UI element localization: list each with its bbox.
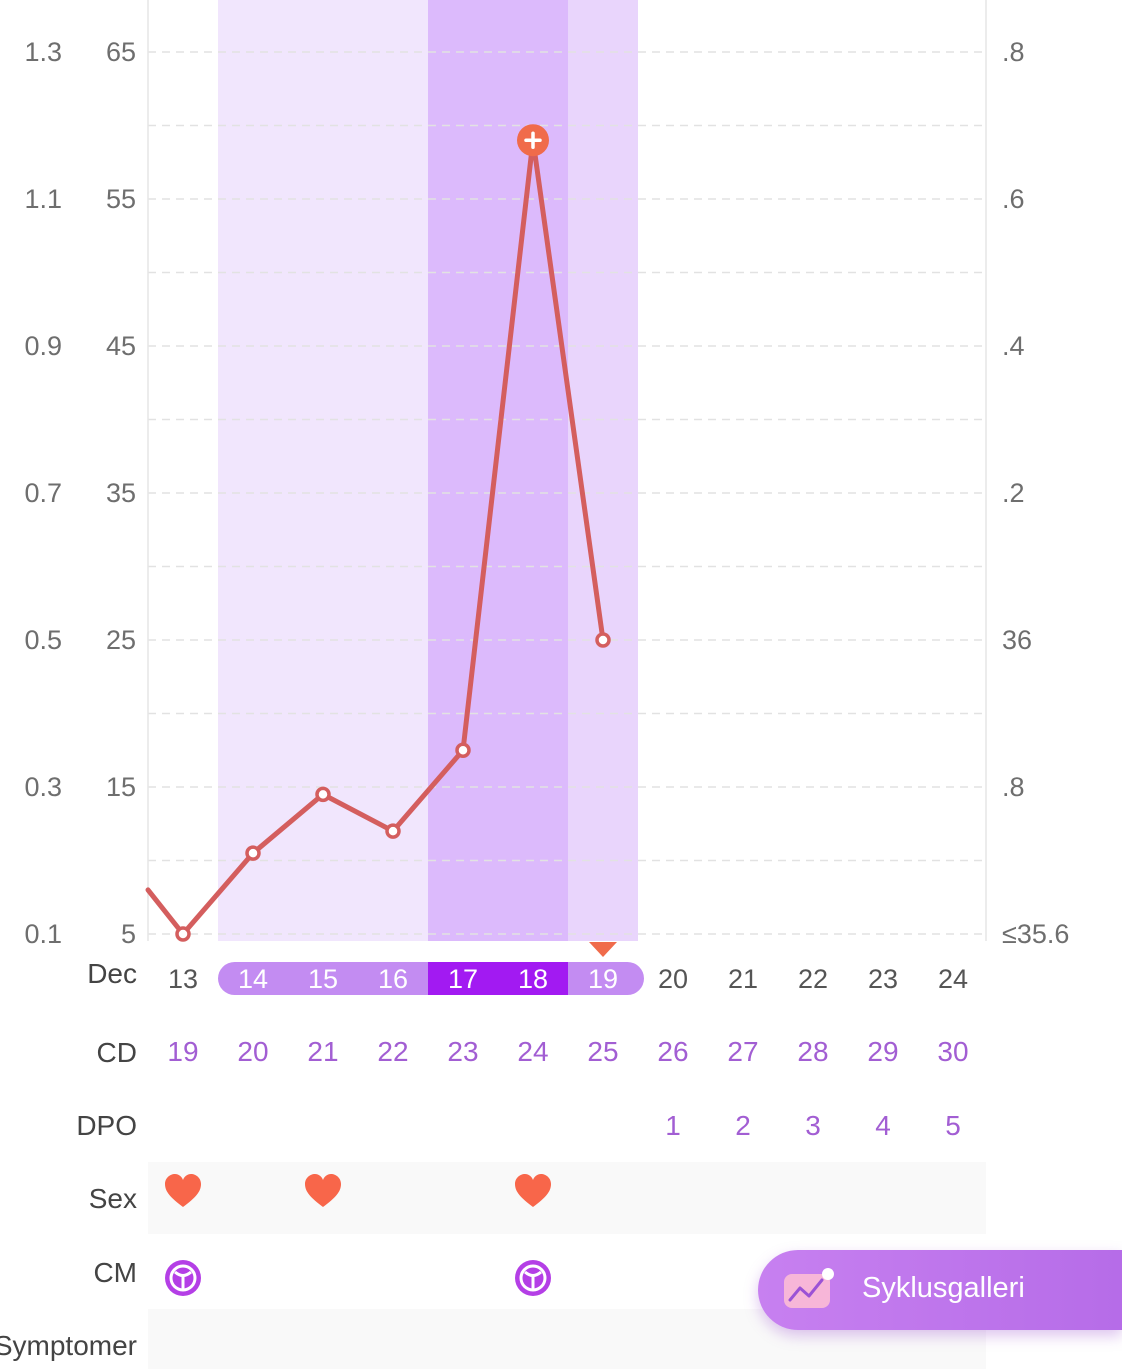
sex-row-label: Sex [88, 1183, 137, 1214]
date-tick: 21 [728, 964, 758, 994]
y-left-outer-tick: 1.3 [24, 37, 62, 67]
date-tick: 16 [378, 964, 408, 994]
month-label: Dec [87, 958, 137, 989]
heart-icon [305, 1174, 341, 1207]
cd-value: 30 [937, 1036, 969, 1067]
cd-value: 26 [657, 1036, 689, 1067]
data-point [175, 926, 191, 942]
cycle-gallery-label: Syklusgalleri [862, 1272, 1025, 1304]
y-left-inner-tick: 65 [106, 37, 136, 67]
fertile-bands [218, 0, 638, 941]
y-left-outer-tick: 0.3 [24, 772, 62, 802]
heart-icon [515, 1174, 551, 1207]
dpo-value: 2 [735, 1110, 751, 1141]
dpo-row-label: DPO [76, 1110, 137, 1141]
y-right-tick: 36 [1002, 625, 1032, 655]
y-left-outer-tick: 0.7 [24, 478, 62, 508]
y-left-outer-tick: 1.1 [24, 184, 62, 214]
symptoms-row-label: Symptomer [0, 1330, 137, 1361]
y-right-tick: .8 [1002, 37, 1025, 67]
series-line [145, 124, 611, 942]
y-right-tick: .6 [1002, 184, 1025, 214]
y-left-inner-tick: 15 [106, 772, 136, 802]
y-left-outer-tick: 0.9 [24, 331, 62, 361]
y-left-inner-tick: 25 [106, 625, 136, 655]
heart-icon [165, 1174, 201, 1207]
date-tick: 24 [938, 964, 968, 994]
date-tick: 14 [238, 964, 268, 994]
data-point [245, 845, 261, 861]
y-left-outer-tick: 0.5 [24, 625, 62, 655]
cd-value: 25 [587, 1036, 619, 1067]
ovulation-marker [589, 942, 617, 957]
cervical-mucus-icon [515, 1260, 551, 1296]
cd-row-label: CD [96, 1037, 137, 1068]
cd-value: 23 [447, 1036, 479, 1067]
y-left-inner-tick: 55 [106, 184, 136, 214]
cd-value: 28 [797, 1036, 829, 1067]
cd-value: 27 [727, 1036, 759, 1067]
date-tick: 22 [798, 964, 828, 994]
y-left-inner-tick: 5 [121, 919, 136, 949]
y-right-tick: .2 [1002, 478, 1025, 508]
cm-row-label: CM [93, 1257, 137, 1288]
y-right-tick: .8 [1002, 772, 1025, 802]
high-fertility-band [428, 0, 568, 941]
cycle-gallery-button[interactable]: Syklusgalleri [758, 1250, 1122, 1330]
cd-value: 22 [377, 1036, 409, 1067]
date-tick: 17 [448, 964, 478, 994]
cd-value: 19 [167, 1036, 199, 1067]
date-labels: 13 14 15 16 17 18 19 20 21 22 23 24 [168, 964, 968, 994]
date-pill [218, 942, 644, 995]
date-tick: 13 [168, 964, 198, 994]
sex-row-band [148, 1162, 986, 1234]
cycle-chart: 1.3 65 .8 1.1 55 .6 0.9 45 .4 0.7 35 .2 0.5 25 36 0.3 15… [24, 0, 1069, 995]
cd-value: 29 [867, 1036, 899, 1067]
date-tick: 20 [658, 964, 688, 994]
date-tick: 19 [588, 964, 618, 994]
axes: 1.3 65 .8 1.1 55 .6 0.9 45 .4 0.7 35 .2 0.5 25 36 0.3 15… [24, 37, 1069, 949]
chart-gallery-icon [784, 1268, 834, 1308]
cd-value: 20 [237, 1036, 269, 1067]
data-point [385, 823, 401, 839]
data-point [595, 632, 611, 648]
cd-value: 21 [307, 1036, 339, 1067]
y-right-tick: ≤35.6 [1002, 919, 1069, 949]
data-point [315, 786, 331, 803]
y-left-outer-tick: 0.1 [24, 919, 62, 949]
cervical-mucus-icon [165, 1260, 201, 1296]
y-right-tick: .4 [1002, 331, 1025, 361]
series-path [145, 137, 606, 937]
date-tick: 15 [308, 964, 338, 994]
y-left-inner-tick: 45 [106, 331, 136, 361]
data-point [455, 742, 471, 758]
grid-lines [147, 0, 987, 941]
dpo-value: 5 [945, 1110, 961, 1141]
dpo-value: 1 [665, 1110, 681, 1141]
date-tick: 23 [868, 964, 898, 994]
dpo-value: 3 [805, 1110, 821, 1141]
date-tick: 18 [518, 964, 548, 994]
dpo-value: 4 [875, 1110, 891, 1141]
cd-value: 24 [517, 1036, 549, 1067]
high-fertility-pill [428, 962, 568, 995]
y-left-inner-tick: 35 [106, 478, 136, 508]
